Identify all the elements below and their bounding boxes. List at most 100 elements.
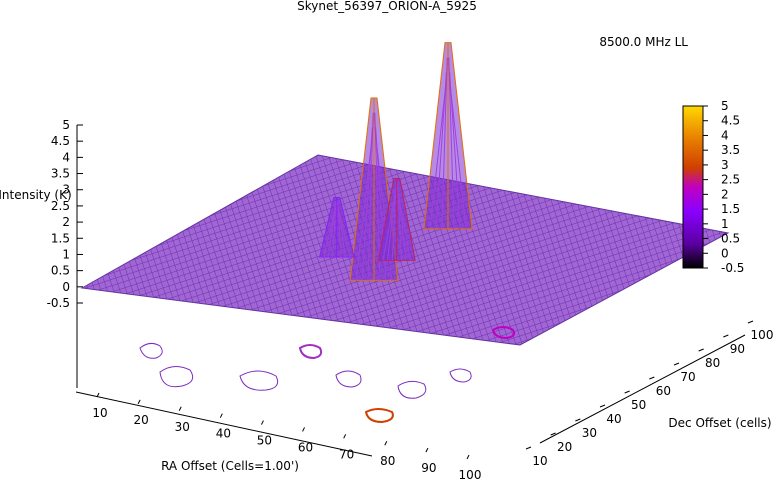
x-tick-mark <box>302 427 306 432</box>
peak-mesh-line <box>355 141 373 281</box>
y-tick-label: 20 <box>557 440 572 454</box>
peak-mesh-line <box>429 87 447 229</box>
y-tick-label: 30 <box>582 426 597 440</box>
peak-mesh-line <box>382 198 395 261</box>
chart-title: Skynet_56397_ORION-A_5925 <box>297 0 477 13</box>
peak-mesh-line <box>391 185 397 261</box>
z-tick-label: 3.5 <box>51 167 70 181</box>
x-tick-label: 40 <box>216 427 231 441</box>
colorbar-tick-label: 3 <box>721 158 729 172</box>
legend-label: 8500.0 MHz LL <box>599 35 688 49</box>
colorbar-tick-label: 4 <box>721 128 729 142</box>
colorbar-tick-label: 1.5 <box>721 202 740 216</box>
peak-mesh-line <box>397 185 402 261</box>
colorbar-tick-label: 3.5 <box>721 143 740 157</box>
colorbar-tick-label: 2.5 <box>721 173 740 187</box>
contour <box>298 344 323 360</box>
x-tick-label: 20 <box>133 413 148 427</box>
peak-mesh-line <box>435 72 447 229</box>
contour <box>449 368 472 383</box>
y-tick-mark <box>747 320 754 324</box>
peak-mesh-line <box>441 57 448 229</box>
colorbar-gradient <box>682 105 704 269</box>
x-tick-mark <box>466 454 470 460</box>
z-tick-label: 3 <box>62 183 70 197</box>
y-tick-mark <box>550 432 556 436</box>
y-tick-label: 80 <box>705 356 720 370</box>
peak-mesh-line <box>449 87 467 229</box>
colorbar-tick-label: 4.5 <box>721 114 740 128</box>
y-tick-mark <box>599 404 606 408</box>
y-axis-label: Dec Offset (cells) <box>668 416 771 430</box>
contour-floor <box>139 326 516 424</box>
x-tick-mark <box>343 434 347 439</box>
x-tick-mark <box>260 420 264 425</box>
z-tick-label: 5 <box>62 118 70 132</box>
surface-peak <box>423 42 473 230</box>
x-tick-mark <box>178 406 182 412</box>
x-axis-line <box>75 391 373 457</box>
colorbar-tick-label: 0.5 <box>721 232 740 246</box>
peak-mesh-line <box>387 191 396 261</box>
peak-mesh-line <box>374 112 381 281</box>
peak-mesh-line <box>448 57 455 229</box>
x-tick-label: 100 <box>459 468 482 482</box>
x-tick-mark <box>96 392 100 398</box>
y-tick-mark <box>575 418 581 422</box>
contour <box>491 326 516 340</box>
z-tick-label: 4 <box>62 150 70 164</box>
peak-mesh-line <box>337 202 342 258</box>
peak-mesh-line <box>361 127 373 281</box>
colorbar: 54.543.532.521.510.50-0.5 <box>682 99 744 275</box>
x-tick-label: 30 <box>175 420 190 434</box>
legend: 8500.0 MHz LL <box>599 35 739 49</box>
z-tick-label: 4.5 <box>51 134 70 148</box>
x-tick-mark <box>384 440 388 446</box>
surface-mesh <box>80 42 730 346</box>
y-tick-label: 10 <box>532 454 547 468</box>
z-tick-label: 0.5 <box>51 264 70 278</box>
y-axis: 10 20 30 40 50 60 70 80 90 100 Dec Offset (cells) <box>525 320 774 468</box>
y-tick-mark <box>673 362 680 366</box>
colorbar-tick-label: 1 <box>721 217 729 231</box>
y-tick-label: 50 <box>631 398 646 412</box>
y-tick-mark <box>723 334 729 338</box>
contour <box>159 366 194 388</box>
z-tick-label: -0.5 <box>47 296 70 310</box>
peak-mesh-line <box>332 202 337 258</box>
y-tick-label: 90 <box>730 342 745 356</box>
y-tick-mark <box>698 348 704 352</box>
x-tick-label: 90 <box>421 461 436 475</box>
contour <box>335 370 362 388</box>
peak-mesh-line <box>323 211 335 258</box>
colorbar-tick-label: 0 <box>721 246 729 260</box>
colorbar-tick-label: 5 <box>721 99 729 113</box>
y-tick-mark <box>624 390 630 394</box>
x-tick-label: 60 <box>298 440 313 454</box>
x-axis: 10 20 30 40 50 60 70 80 90 100 RA Offset (Cells=1… <box>75 391 482 482</box>
peak-mesh-line <box>327 206 336 258</box>
x-axis-label: RA Offset (Cells=1.00') <box>161 459 299 473</box>
surface-peak <box>377 177 416 261</box>
contour <box>364 408 394 424</box>
y-tick-label: 100 <box>751 328 774 342</box>
x-tick-mark <box>137 399 141 405</box>
z-tick-label: 1.5 <box>51 231 70 245</box>
y-axis-line <box>539 334 746 444</box>
peak-mesh-line <box>338 211 351 258</box>
x-tick-label: 10 <box>92 406 107 420</box>
x-tick-mark <box>219 413 223 418</box>
z-axis-label: Intensity (K) <box>0 188 72 202</box>
x-tick-label: 80 <box>380 454 395 468</box>
y-tick-label: 70 <box>680 370 695 384</box>
y-tick-mark <box>649 376 655 380</box>
contour <box>139 342 163 359</box>
surface-peak <box>318 197 355 258</box>
x-tick-label: 70 <box>339 447 354 461</box>
y-tick-label: 60 <box>656 384 671 398</box>
z-tick-label: 0 <box>62 280 70 294</box>
x-tick-label: 50 <box>257 434 272 448</box>
contour <box>239 370 279 391</box>
y-tick-mark <box>525 446 532 450</box>
